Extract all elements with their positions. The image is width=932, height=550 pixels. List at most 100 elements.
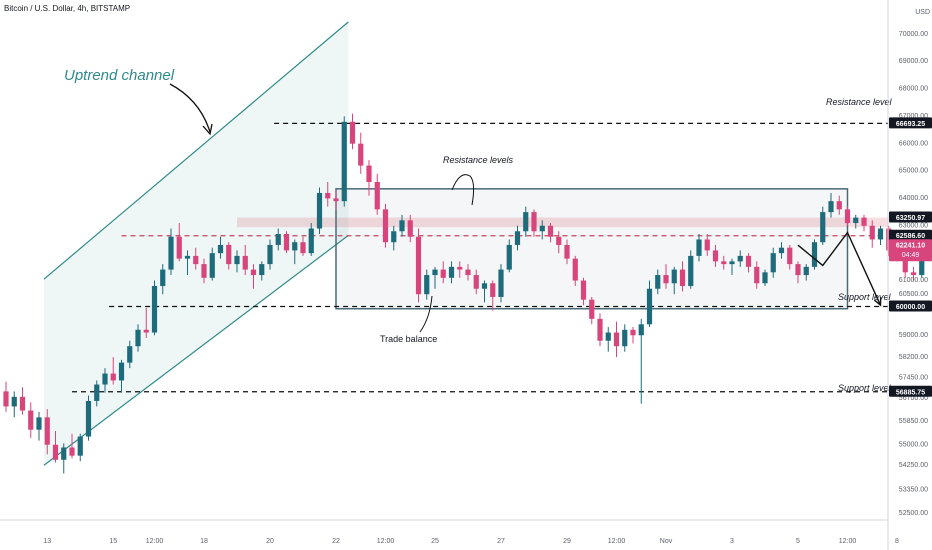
candle-body bbox=[242, 255, 248, 270]
candle-body bbox=[44, 417, 50, 445]
candle-body bbox=[795, 264, 801, 276]
candle-body bbox=[605, 332, 611, 341]
candle-body bbox=[498, 269, 504, 297]
candle-body bbox=[729, 261, 735, 265]
price-tag-label: 63250.97 bbox=[896, 215, 925, 222]
candle-body bbox=[11, 396, 17, 407]
candle-body bbox=[267, 244, 273, 265]
candle-body bbox=[473, 275, 479, 289]
price-tag bbox=[889, 211, 932, 223]
candle-body bbox=[778, 247, 785, 254]
candle-body bbox=[415, 236, 422, 295]
candle-body bbox=[61, 447, 67, 460]
price-axis-tick: 70000.00 bbox=[899, 31, 928, 38]
candle-body bbox=[877, 228, 884, 240]
price-axis-tick: 66000.00 bbox=[899, 140, 928, 147]
price-tag-label: 62586.60 bbox=[896, 233, 925, 240]
candle-body bbox=[745, 255, 752, 267]
time-axis-tick: 12:00 bbox=[608, 538, 626, 545]
projection-path bbox=[797, 231, 882, 306]
time-axis-tick: 12:00 bbox=[377, 538, 395, 545]
time-axis-tick: 8 bbox=[895, 538, 899, 545]
candle-body bbox=[184, 255, 191, 259]
candle-body bbox=[622, 329, 628, 347]
candle-body bbox=[902, 255, 908, 273]
uptrend-channel-arrowhead bbox=[202, 123, 213, 136]
trade-balance-label: Trade balance bbox=[380, 334, 437, 344]
candle-body bbox=[861, 217, 867, 226]
candle-body bbox=[399, 220, 405, 232]
candle-body bbox=[234, 255, 240, 265]
candle-body bbox=[168, 236, 174, 270]
candle-body bbox=[506, 244, 512, 270]
trade-balance-box bbox=[335, 188, 849, 310]
candle-body bbox=[910, 272, 917, 276]
candle-body bbox=[589, 299, 595, 319]
time-axis-tick: 5 bbox=[796, 538, 800, 545]
price-axis-tick: 59000.00 bbox=[899, 332, 928, 339]
candle-body bbox=[143, 329, 149, 333]
candle-body bbox=[36, 417, 42, 430]
candle-body bbox=[523, 212, 529, 232]
price-axis-currency: USD bbox=[915, 9, 930, 16]
time-axis-tick: 3 bbox=[730, 538, 734, 545]
price-axis-tick: 52500.00 bbox=[899, 510, 928, 517]
candle-body bbox=[118, 362, 125, 381]
candle-body bbox=[704, 239, 710, 251]
candle-body bbox=[531, 212, 537, 232]
candle-body bbox=[325, 192, 331, 199]
time-axis-tick: 12:00 bbox=[839, 538, 857, 545]
candle-body bbox=[85, 400, 92, 437]
candle-body bbox=[432, 269, 438, 276]
candle-body bbox=[754, 266, 760, 284]
candle-body bbox=[844, 209, 851, 224]
price-axis-tick: 57450.00 bbox=[899, 374, 928, 381]
candle-body bbox=[259, 264, 265, 276]
candle-body bbox=[465, 269, 471, 276]
candle-body bbox=[572, 258, 578, 281]
candle-body bbox=[597, 318, 603, 341]
candle-body bbox=[787, 247, 793, 265]
uptrend-channel-arrow bbox=[169, 83, 211, 133]
support-level-label: Support level bbox=[838, 292, 892, 302]
price-axis-tick: 63000.00 bbox=[899, 222, 928, 229]
candle-body bbox=[275, 234, 281, 245]
price-axis-tick: 53350.00 bbox=[899, 487, 928, 494]
candle-body bbox=[638, 324, 644, 336]
time-axis-tick: 20 bbox=[266, 538, 274, 545]
candle-body bbox=[671, 269, 677, 284]
candle-body bbox=[539, 225, 545, 232]
candle-body bbox=[77, 436, 83, 456]
candle-body bbox=[341, 121, 347, 202]
candle-body bbox=[209, 253, 215, 278]
time-axis-tick: 27 bbox=[497, 538, 505, 545]
candle-body bbox=[580, 280, 587, 300]
candle-body bbox=[135, 329, 141, 347]
candle-body bbox=[28, 410, 34, 430]
candle-body bbox=[19, 396, 26, 411]
candle-body bbox=[811, 242, 818, 267]
time-axis-tick: 15 bbox=[109, 538, 117, 545]
price-tag bbox=[889, 229, 932, 241]
candle-body bbox=[333, 198, 339, 202]
time-axis-tick: 22 bbox=[332, 538, 340, 545]
candle-body bbox=[3, 391, 9, 407]
candle-body bbox=[663, 275, 669, 284]
candle-body bbox=[316, 192, 323, 229]
candle-body bbox=[292, 242, 298, 251]
candle-body bbox=[770, 253, 776, 273]
time-axis-tick: 29 bbox=[563, 538, 571, 545]
candle-body bbox=[457, 266, 463, 270]
trade-balance-arrow bbox=[419, 295, 433, 333]
resistance-band bbox=[237, 217, 888, 228]
price-tag bbox=[889, 117, 932, 129]
time-axis-tick: Nov bbox=[660, 538, 673, 545]
candle-body bbox=[201, 264, 207, 278]
candle-body bbox=[349, 121, 356, 144]
candle-body bbox=[630, 329, 636, 336]
candle-body bbox=[836, 201, 842, 210]
candle-body bbox=[556, 236, 562, 245]
price-tag-label: 60000.00 bbox=[896, 304, 925, 311]
